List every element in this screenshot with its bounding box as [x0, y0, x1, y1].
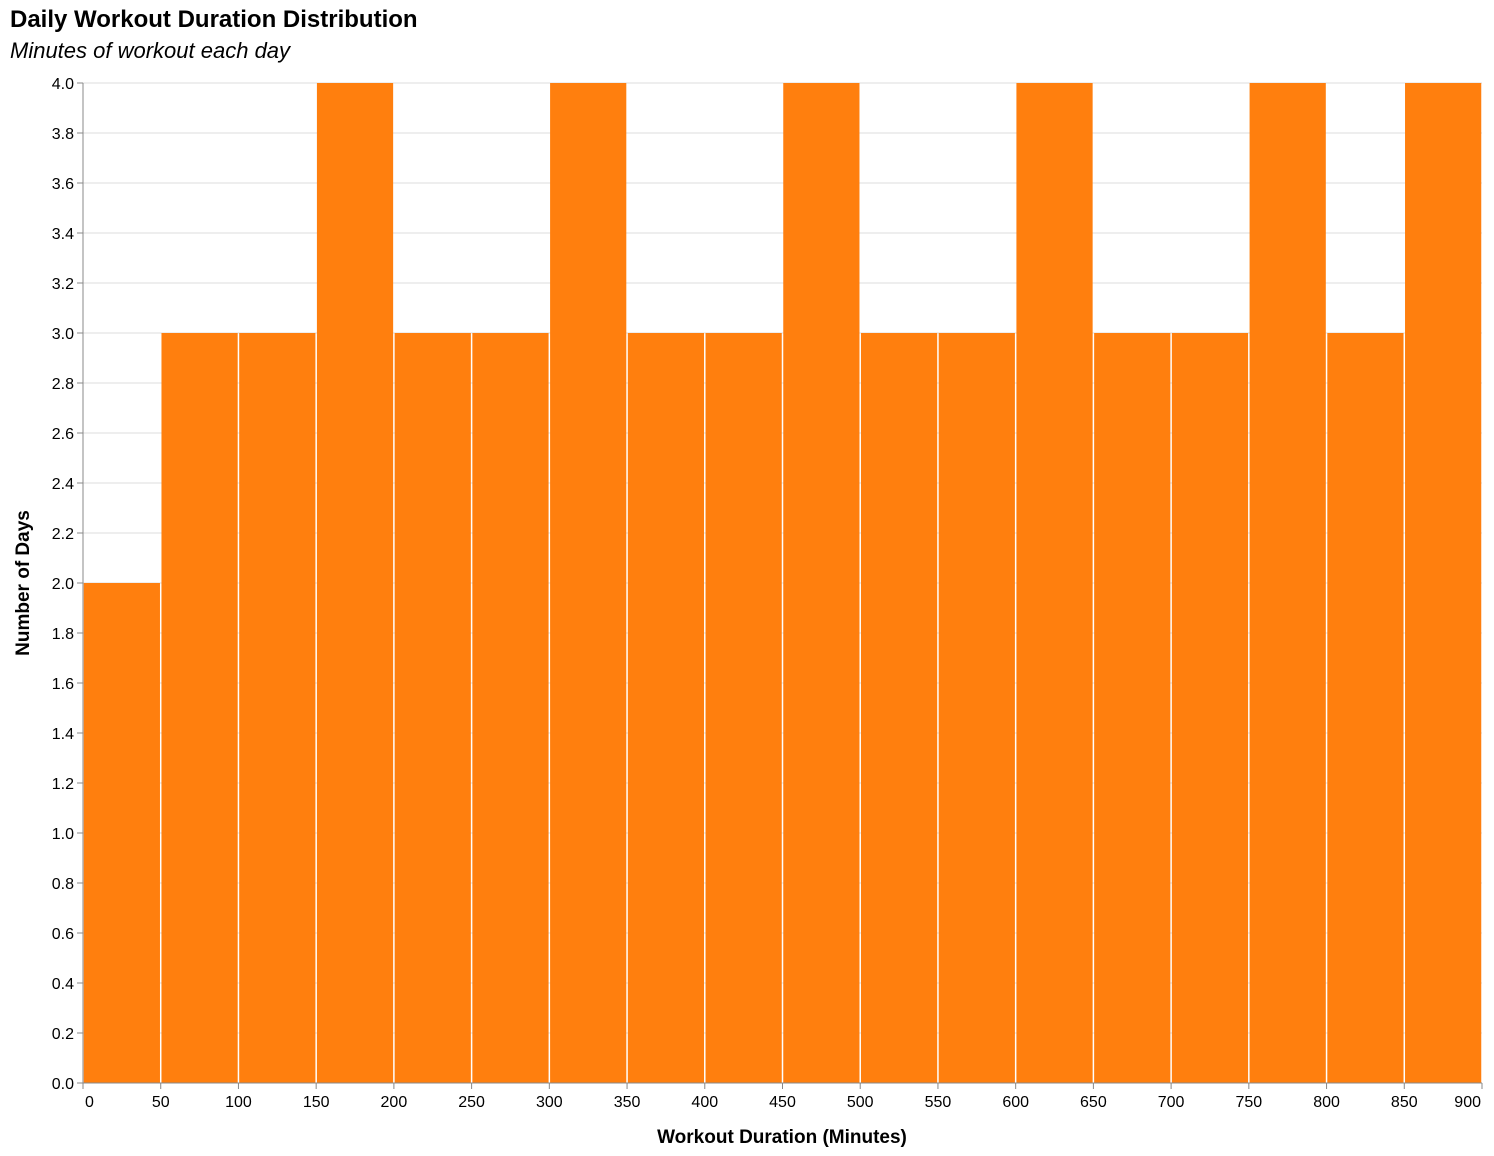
y-tick-label: 1.6 — [52, 676, 74, 693]
x-tick-label: 700 — [1158, 1094, 1185, 1111]
grid-lines — [83, 82, 1482, 1084]
histogram-bar — [938, 333, 1015, 1083]
y-tick-label: 1.2 — [52, 776, 74, 793]
y-tick-label: 2.2 — [52, 526, 74, 543]
x-tick-label: 0 — [85, 1094, 94, 1111]
y-axis-title: Number of Days — [13, 510, 34, 656]
x-tick-label: 200 — [381, 1094, 408, 1111]
y-tick-label: 3.0 — [52, 326, 74, 343]
histogram-bar — [1405, 83, 1482, 1083]
x-tick-label: 600 — [1002, 1094, 1029, 1111]
y-tick-label: 2.4 — [52, 476, 74, 493]
histogram-bar — [1094, 333, 1171, 1083]
y-tick-label: 1.8 — [52, 626, 74, 643]
histogram-bar — [627, 333, 705, 1083]
chart-subtitle: Minutes of workout each day — [10, 38, 291, 63]
histogram-bar — [1327, 333, 1404, 1083]
y-tick-label: 2.0 — [52, 576, 74, 593]
x-tick-label: 150 — [303, 1094, 330, 1111]
y-tick-label: 3.6 — [52, 176, 74, 193]
x-tick-label: 50 — [152, 1094, 170, 1111]
x-tick-label: 750 — [1235, 1094, 1262, 1111]
histogram-bar — [860, 333, 938, 1083]
y-tick-label: 4.0 — [52, 76, 74, 93]
y-tick-label: 1.0 — [52, 826, 74, 843]
x-tick-label: 250 — [458, 1094, 485, 1111]
y-tick-label: 0.8 — [52, 876, 74, 893]
histogram-bar — [1171, 333, 1249, 1083]
y-tick-label: 3.8 — [52, 126, 74, 143]
x-tick-label: 450 — [769, 1094, 796, 1111]
histogram-bar — [239, 333, 316, 1083]
x-tick-label: 850 — [1391, 1094, 1418, 1111]
y-tick-label: 3.2 — [52, 276, 74, 293]
x-tick-label: 550 — [925, 1094, 952, 1111]
y-tick-label: 0.2 — [52, 1026, 74, 1043]
histogram-bar — [83, 583, 160, 1083]
y-tick-label: 2.6 — [52, 426, 74, 443]
x-tick-label: 800 — [1313, 1094, 1340, 1111]
x-tick-label: 900 — [1454, 1094, 1481, 1111]
x-tick-label: 100 — [225, 1094, 252, 1111]
y-tick-label: 1.4 — [52, 726, 74, 743]
histogram-bar — [394, 333, 471, 1083]
x-tick-label: 500 — [847, 1094, 874, 1111]
x-tick-label: 400 — [691, 1094, 718, 1111]
histogram-bar — [472, 333, 549, 1083]
x-tick-label: 300 — [536, 1094, 563, 1111]
bars — [83, 83, 1482, 1083]
y-tick-label: 0.4 — [52, 976, 74, 993]
histogram-bar — [705, 333, 782, 1083]
histogram-bar — [783, 83, 860, 1083]
y-axis: 0.0 0.2 0.4 0.6 0.8 1.0 1.2 1.4 1.6 1.8 2.0 2.2 2.4 2… — [52, 76, 84, 1093]
x-axis: 0 50 100 150 200 250 300 350 400 450 500 550 600 650 7… — [82, 1082, 1483, 1111]
y-tick-label: 0.6 — [52, 926, 74, 943]
histogram-bar — [316, 83, 394, 1083]
y-tick-label: 0.0 — [52, 1076, 74, 1093]
x-axis-title: Workout Duration (Minutes) — [657, 1127, 907, 1148]
chart-title: Daily Workout Duration Distribution — [10, 6, 418, 33]
x-tick-label: 350 — [614, 1094, 641, 1111]
x-tick-label: 650 — [1080, 1094, 1107, 1111]
histogram-bar — [161, 333, 238, 1083]
histogram-bar — [1016, 83, 1093, 1083]
histogram-bar — [550, 83, 627, 1083]
y-tick-label: 2.8 — [52, 376, 74, 393]
y-tick-label: 3.4 — [52, 226, 74, 243]
histogram-bar — [1249, 83, 1326, 1083]
